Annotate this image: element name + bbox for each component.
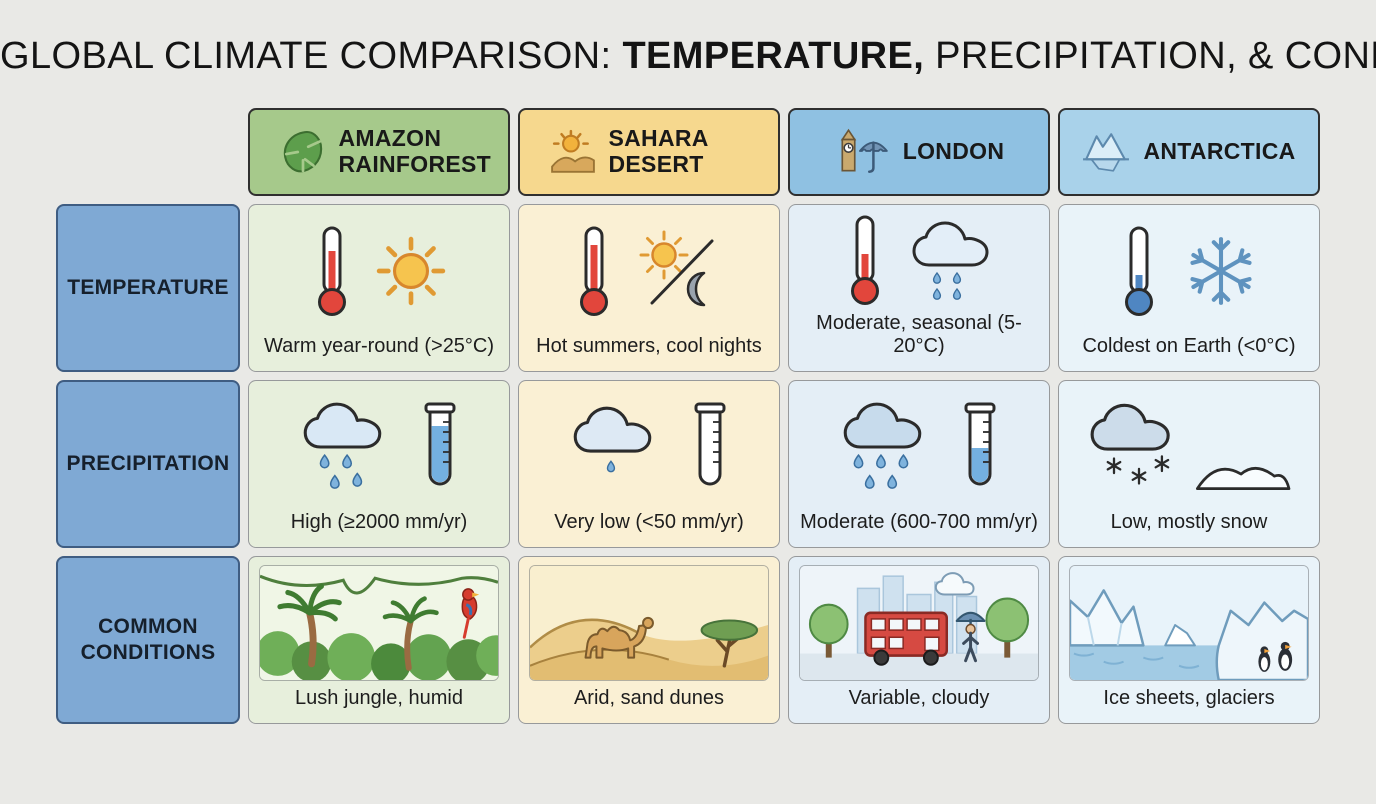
cell-caption: Warm year-round (>25°C) [263, 334, 495, 357]
cell-caption: Coldest on Earth (<0°C) [1082, 334, 1296, 357]
cell-temperature-sahara: Hot summers, cool nights [518, 203, 780, 372]
snow-cloud-icon [1084, 397, 1294, 502]
sun-and-moon-icon [638, 230, 724, 317]
row-header-label: TEMPERATURE [67, 275, 229, 299]
title-part3: PRECIPITATION, & CONDITIONS [935, 35, 1376, 77]
cell-caption: Moderate, seasonal (5-20°C) [816, 311, 1022, 357]
column-header-label: ANTARCTICA [1143, 137, 1296, 164]
title-part1: GLOBAL CLIMATE COMPARISON: [0, 35, 623, 77]
desert-sun-icon [550, 129, 596, 175]
page-title: GLOBAL CLIMATE COMPARISON: TEMPERATURE, … [0, 35, 1376, 78]
jungle-scene-illustration [259, 564, 499, 681]
thermometer-icon [1119, 225, 1159, 322]
cell-caption: Variable, cloudy [848, 686, 990, 709]
column-header-london: LONDON [788, 107, 1050, 196]
row-header-label: PRECIPITATION [66, 451, 230, 475]
snowflake-icon [1183, 233, 1259, 314]
cell-caption: High (≥2000 mm/yr) [290, 510, 468, 533]
desert-scene-illustration [529, 564, 769, 681]
cell-caption: Low, mostly snow [1110, 510, 1268, 533]
cell-icons [1059, 381, 1319, 511]
rain-gauge-icon [959, 400, 1001, 500]
rain-cloud-drops-icon [567, 398, 659, 501]
cell-icons [789, 381, 1049, 511]
sun-icon [376, 236, 446, 311]
rain-cloud-drops-icon [297, 398, 389, 501]
cell-caption: Arid, sand dunes [573, 686, 725, 709]
comparison-grid: AMAZON RAINFOREST SAHARA DESERT [56, 107, 1320, 724]
row-header-precipitation: PRECIPITATION [56, 379, 240, 548]
cell-icons [519, 381, 779, 511]
rain-gauge-icon [689, 400, 731, 500]
cell-caption: Ice sheets, glaciers [1103, 686, 1275, 709]
row-header-temperature: TEMPERATURE [56, 203, 240, 372]
monstera-leaf-icon [280, 129, 326, 175]
cell-temperature-amazon: Warm year-round (>25°C) [248, 203, 510, 372]
grid-spacer [56, 108, 240, 196]
cell-caption: Very low (<50 mm/yr) [554, 510, 744, 533]
cell-precipitation-london: Moderate (600-700 mm/yr) [788, 379, 1050, 548]
cell-precipitation-sahara: Very low (<50 mm/yr) [518, 379, 780, 548]
column-header-label: SAHARA DESERT [608, 125, 708, 177]
climate-comparison-infographic: GLOBAL CLIMATE COMPARISON: TEMPERATURE, … [0, 35, 1376, 724]
column-header-antarctica: ANTARCTICA [1058, 107, 1320, 196]
column-header-label: LONDON [902, 137, 1005, 164]
cell-conditions-amazon: Lush jungle, humid [248, 555, 510, 724]
cell-icons [789, 205, 1049, 312]
cell-icons [249, 381, 509, 511]
cell-caption: Moderate (600-700 mm/yr) [800, 510, 1038, 533]
cell-caption: Hot summers, cool nights [536, 334, 762, 357]
cell-icons [519, 205, 779, 335]
cell-conditions-london: Variable, cloudy [788, 555, 1050, 724]
thermometer-icon [574, 225, 614, 322]
rain-gauge-icon [419, 400, 461, 500]
rain-cloud-drops-icon [837, 398, 929, 501]
big-ben-umbrella-icon [834, 128, 890, 176]
cell-icons [1059, 205, 1319, 335]
cell-conditions-antarctica: Ice sheets, glaciers [1058, 555, 1320, 724]
iceberg-icon [1082, 129, 1130, 175]
thermometer-icon [845, 214, 885, 311]
cell-precipitation-amazon: High (≥2000 mm/yr) [248, 379, 510, 548]
thermometer-icon [312, 225, 352, 322]
cell-precipitation-antarctica: Low, mostly snow [1058, 379, 1320, 548]
cell-caption: Lush jungle, humid [295, 686, 463, 709]
rain-cloud-icon [909, 217, 993, 308]
column-header-label: AMAZON RAINFOREST [338, 125, 491, 177]
title-part2: TEMPERATURE, [622, 35, 925, 77]
cell-conditions-sahara: Arid, sand dunes [518, 555, 780, 724]
row-header-label: COMMON CONDITIONS [80, 614, 216, 664]
antarctica-scene-illustration [1069, 564, 1309, 681]
cell-temperature-london: Moderate, seasonal (5-20°C) [788, 203, 1050, 372]
column-header-sahara: SAHARA DESERT [518, 107, 780, 196]
london-street-scene-illustration [799, 564, 1039, 681]
cell-temperature-antarctica: Coldest on Earth (<0°C) [1058, 203, 1320, 372]
cell-icons [249, 205, 509, 335]
row-header-common-conditions: COMMON CONDITIONS [56, 555, 240, 724]
column-header-amazon: AMAZON RAINFOREST [248, 107, 510, 196]
